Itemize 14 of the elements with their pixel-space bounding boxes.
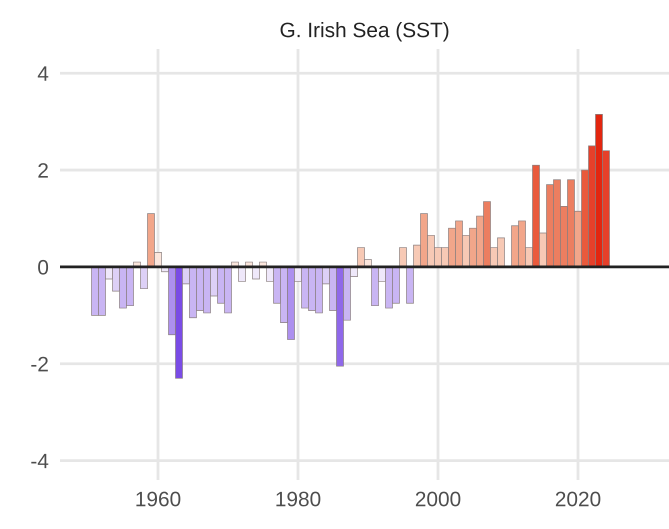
y-tick-label: -4 (31, 454, 48, 468)
y-tick-label: 4 (38, 66, 48, 81)
x-tick-label: 1980 (276, 492, 320, 506)
x-tick-label: 1960 (136, 492, 180, 506)
x-tick-label: 2020 (556, 492, 600, 506)
y-tick-label: 2 (38, 163, 48, 178)
x-tick-label: 2000 (416, 492, 460, 506)
bar (399, 247, 407, 268)
bar (140, 266, 148, 290)
chart-title: G. Irish Sea (SST) (280, 22, 448, 42)
bar (238, 266, 246, 282)
bar (406, 266, 414, 304)
y-tick-label: -2 (31, 356, 48, 372)
y-tick-label: 0 (38, 260, 48, 275)
